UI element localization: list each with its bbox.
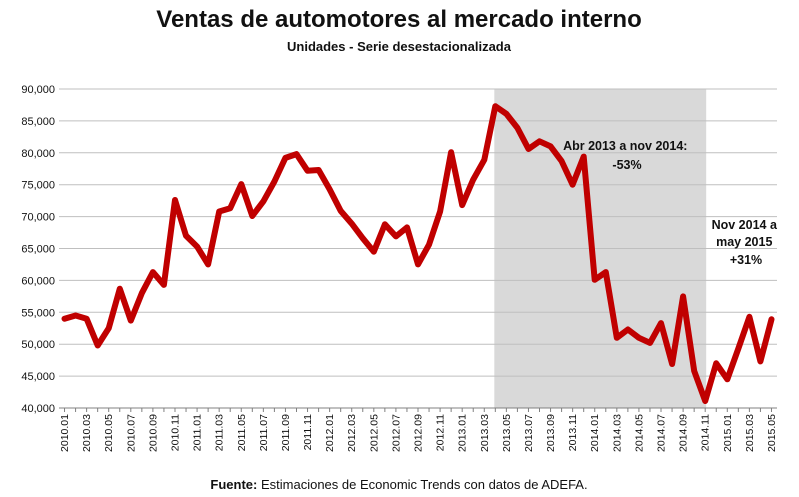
chart-subtitle: Unidades - Serie desestacionalizada: [287, 39, 512, 54]
x-tick-label: 2013.07: [523, 414, 535, 452]
x-tick-label: 2015.05: [766, 414, 778, 452]
annotation-decline: Abr 2013 a nov 2014: -53%: [563, 139, 691, 172]
x-tick-label: 2012.03: [346, 414, 358, 452]
y-tick-label: 85,000: [21, 116, 55, 128]
x-axis-ticks: 2010.01 2010.03 2010.05 2010.07 2010.09 2010.…: [59, 408, 778, 452]
y-tick-label: 55,000: [21, 307, 55, 319]
y-tick-label: 75,000: [21, 180, 55, 192]
x-tick-label: 2012.11: [435, 414, 447, 451]
x-tick-label: 2014.11: [700, 414, 712, 451]
x-tick-label: 2010.03: [81, 414, 93, 452]
y-axis-ticks: 40,000 45,000 50,000 55,000 60,000 65,000 70,0…: [21, 84, 55, 415]
x-tick-label: 2010.11: [169, 414, 181, 451]
x-tick-label: 2012.09: [413, 414, 425, 452]
y-tick-label: 80,000: [21, 148, 55, 160]
annotation-recovery: Nov 2014 a may 2015 +31%: [712, 218, 781, 267]
x-tick-label: 2012.07: [390, 414, 402, 452]
grid-lines: [59, 88, 777, 377]
x-tick-label: 2011.03: [214, 414, 226, 451]
x-tick-label: 2015.03: [744, 414, 756, 452]
source-label: Fuente:: [210, 477, 257, 492]
x-tick-label: 2012.05: [368, 414, 380, 452]
chart-title: Ventas de automotores al mercado interno: [156, 6, 641, 33]
x-tick-label: 2011.09: [280, 414, 292, 451]
series-line: [61, 103, 775, 404]
x-tick-label: 2011.11: [302, 414, 314, 451]
x-tick-label: 2013.01: [457, 414, 469, 452]
x-tick-label: 2010.09: [147, 414, 159, 452]
plot-area: 40,000 45,000 50,000 55,000 60,000 65,000 70,0…: [21, 84, 778, 452]
annotation-recovery-line1: Nov 2014 a: [712, 218, 778, 232]
x-tick-label: 2014.01: [589, 414, 601, 452]
annotation-recovery-line2: may 2015: [716, 235, 772, 249]
source-note: Fuente: Estimaciones de Economic Trends …: [210, 477, 587, 492]
y-tick-label: 65,000: [21, 244, 55, 256]
series: [61, 103, 775, 404]
x-tick-label: 2011.07: [258, 414, 270, 451]
x-tick-label: 2013.11: [567, 414, 579, 451]
annotation-decline-line2: -53%: [612, 158, 641, 172]
x-tick-label: 2014.05: [633, 414, 645, 452]
y-tick-label: 45,000: [21, 371, 55, 383]
x-tick-label: 2013.09: [545, 414, 557, 452]
x-tick-label: 2014.07: [656, 414, 668, 452]
x-tick-label: 2010.05: [103, 414, 115, 452]
annotation-decline-line1: Abr 2013 a nov 2014:: [563, 139, 687, 153]
x-tick-label: 2011.01: [192, 414, 204, 451]
y-tick-label: 50,000: [21, 339, 55, 351]
x-tick-label: 2010.01: [59, 414, 71, 452]
x-tick-label: 2014.09: [678, 414, 690, 452]
x-tick-label: 2011.05: [236, 414, 248, 451]
x-tick-label: 2014.03: [611, 414, 623, 452]
y-tick-label: 60,000: [21, 275, 55, 287]
x-tick-label: 2012.01: [324, 414, 336, 452]
source-text: Estimaciones de Economic Trends con dato…: [261, 477, 588, 492]
x-tick-label: 2015.01: [722, 414, 734, 452]
x-tick-label: 2013.05: [501, 414, 513, 452]
y-tick-label: 70,000: [21, 212, 55, 224]
x-tick-label: 2013.03: [479, 414, 491, 452]
y-tick-label: 40,000: [21, 403, 55, 415]
annotation-recovery-line3: +31%: [730, 253, 762, 267]
x-tick-label: 2010.07: [125, 414, 137, 452]
y-tick-label: 90,000: [21, 84, 55, 96]
